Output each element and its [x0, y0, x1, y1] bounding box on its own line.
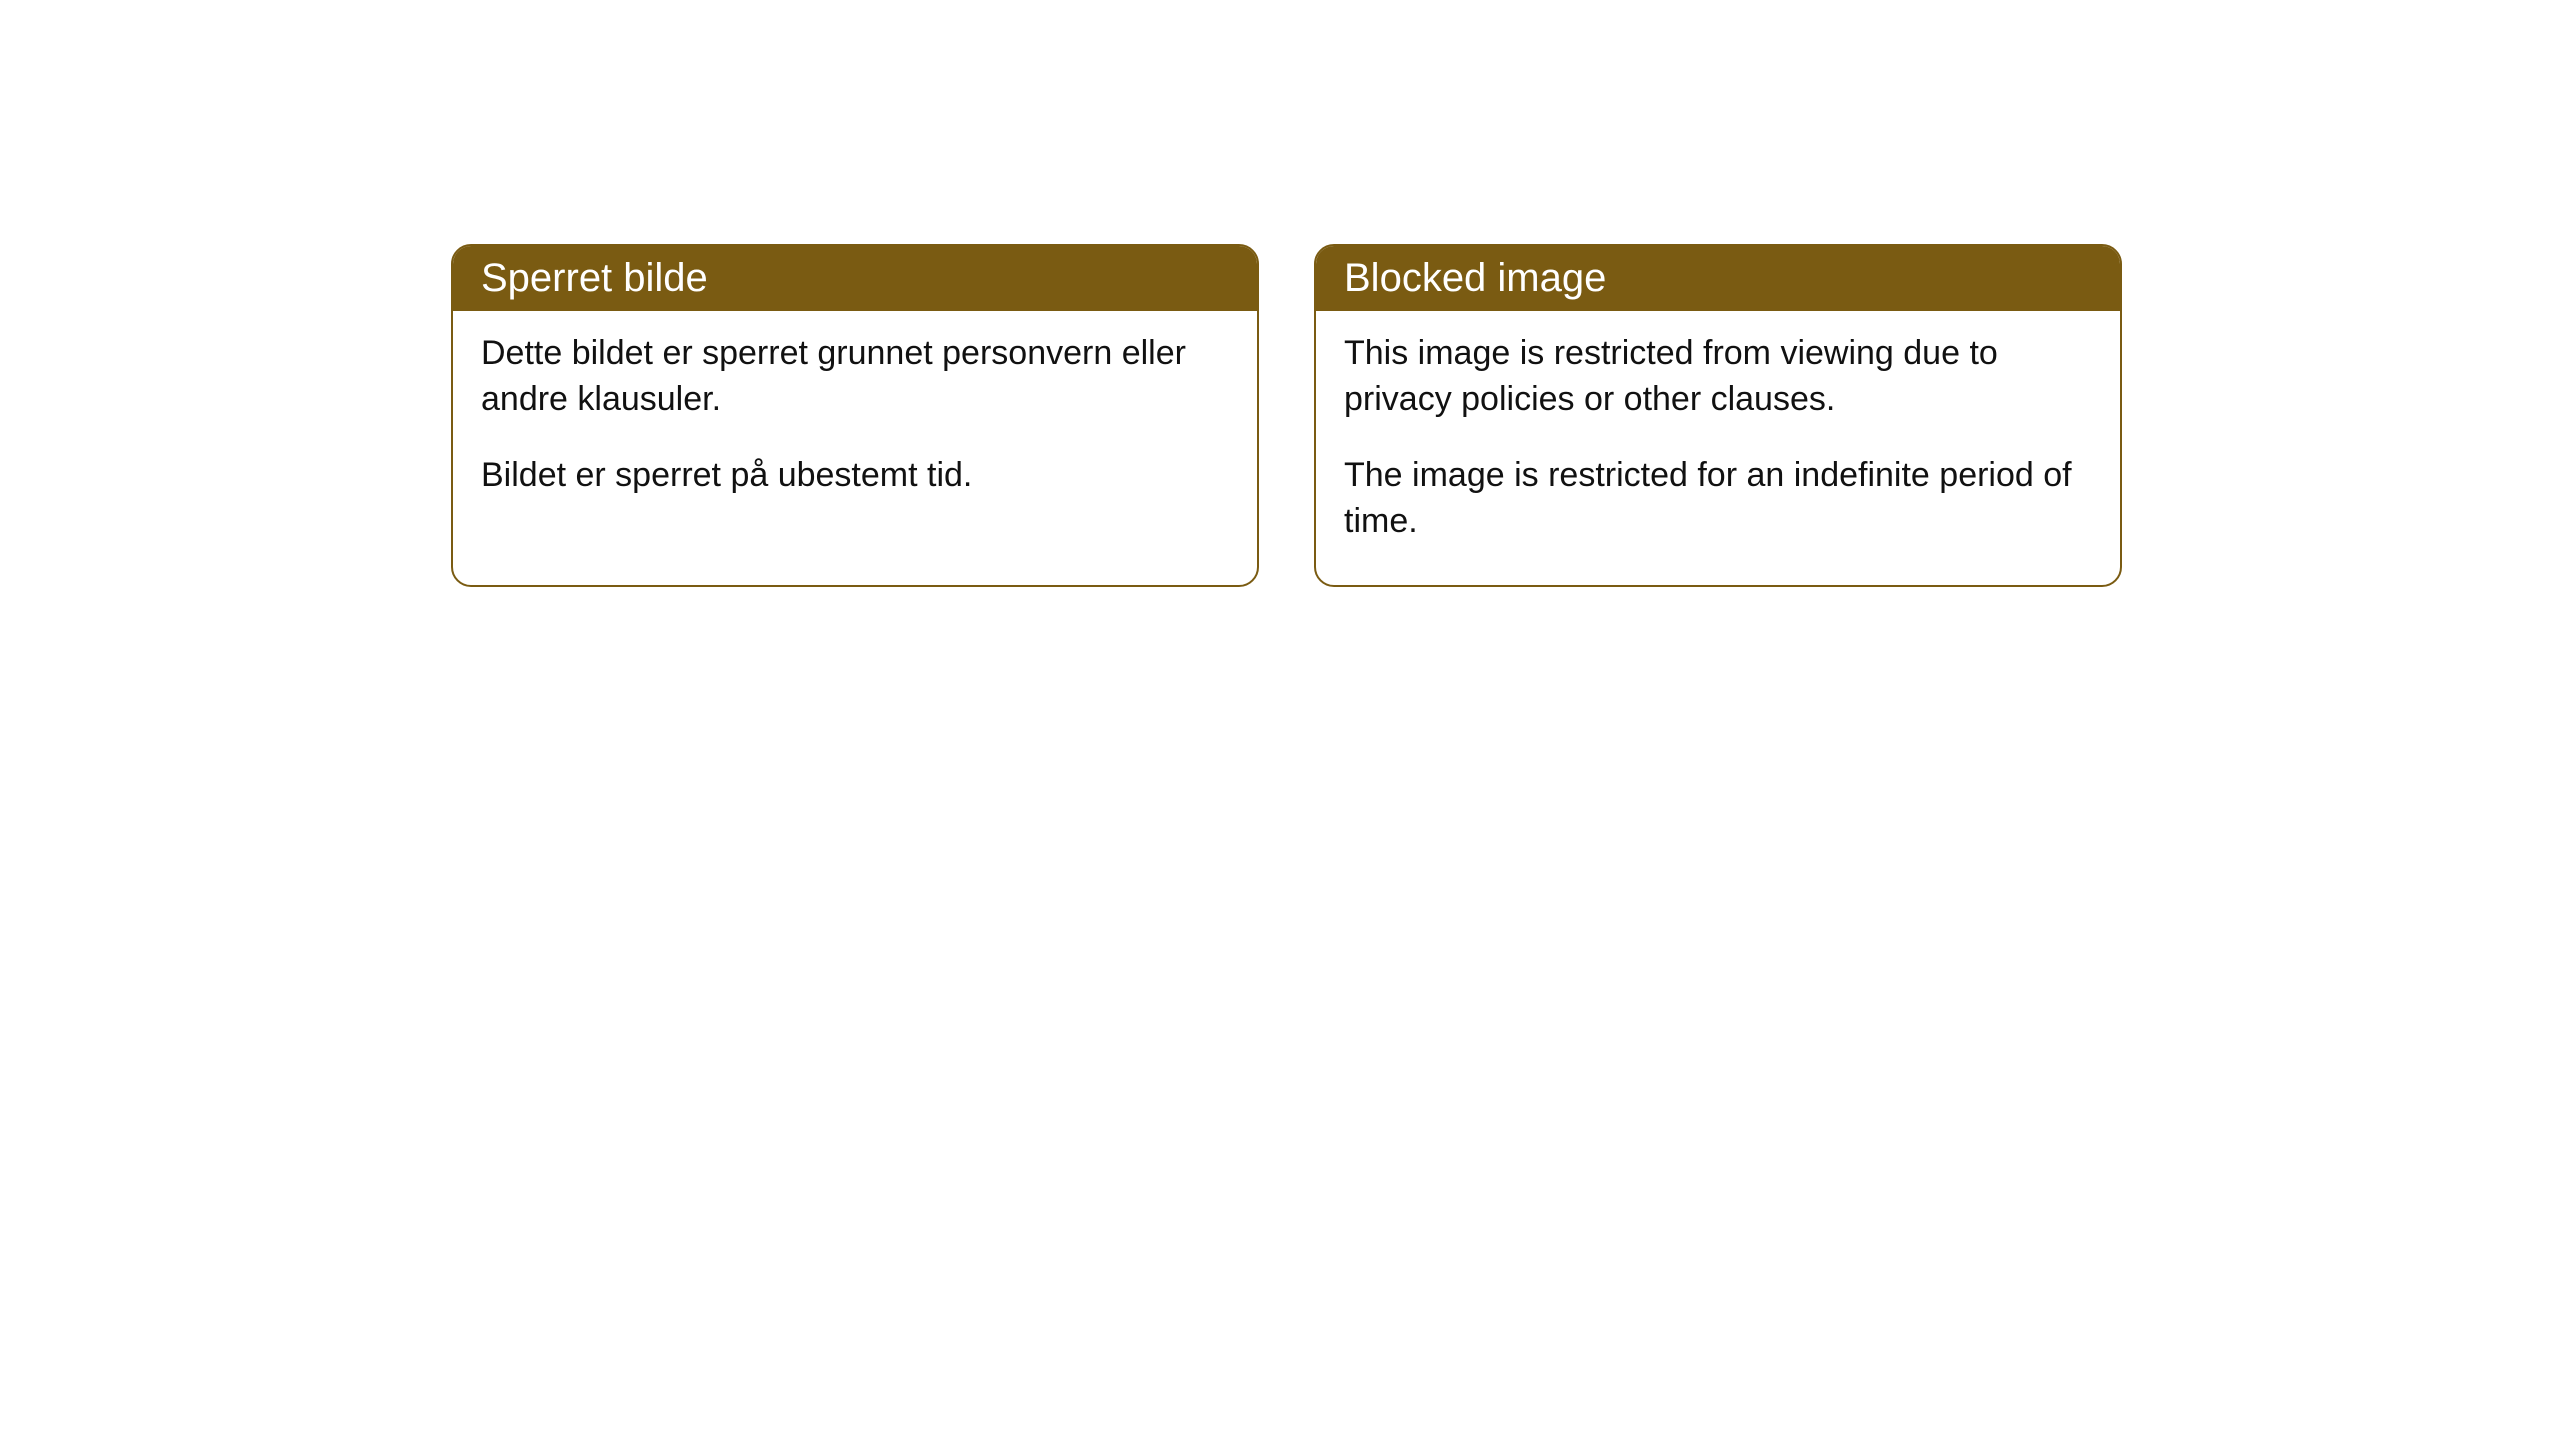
card-paragraph: Dette bildet er sperret grunnet personve… — [481, 331, 1229, 423]
notice-card-norwegian: Sperret bilde Dette bildet er sperret gr… — [451, 244, 1259, 587]
card-paragraph: Bildet er sperret på ubestemt tid. — [481, 453, 1229, 499]
card-header-english: Blocked image — [1316, 246, 2120, 311]
card-header-norwegian: Sperret bilde — [453, 246, 1257, 311]
card-paragraph: This image is restricted from viewing du… — [1344, 331, 2092, 423]
card-title: Sperret bilde — [481, 256, 708, 300]
notice-container: Sperret bilde Dette bildet er sperret gr… — [451, 244, 2122, 587]
card-title: Blocked image — [1344, 256, 1606, 300]
card-body-english: This image is restricted from viewing du… — [1316, 311, 2120, 585]
card-body-norwegian: Dette bildet er sperret grunnet personve… — [453, 311, 1257, 539]
card-paragraph: The image is restricted for an indefinit… — [1344, 453, 2092, 545]
notice-card-english: Blocked image This image is restricted f… — [1314, 244, 2122, 587]
